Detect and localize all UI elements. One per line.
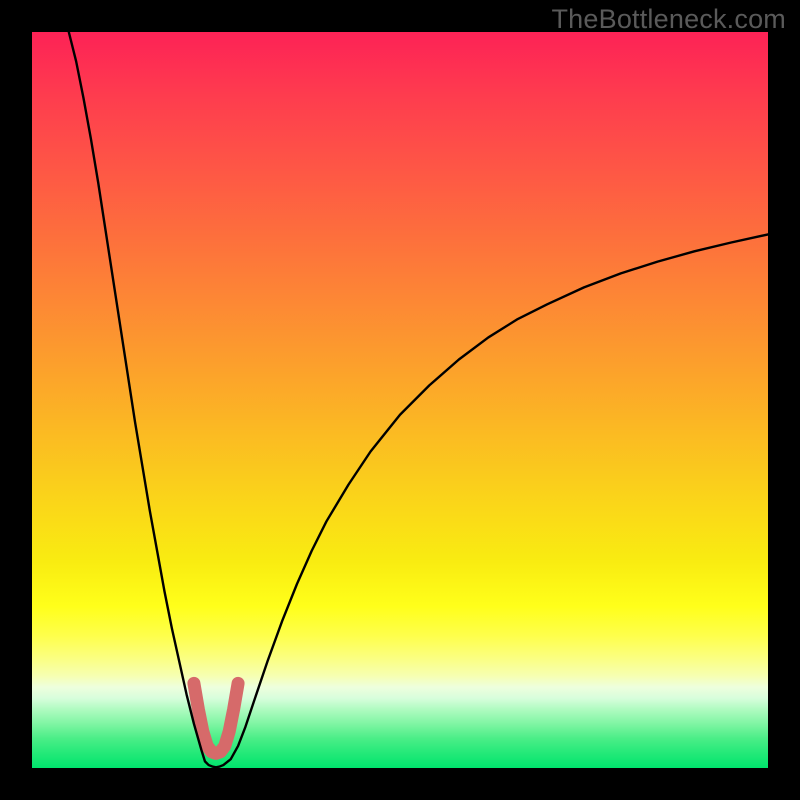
bottleneck-curve (69, 32, 768, 767)
watermark-text: TheBottleneck.com (551, 4, 786, 35)
chart-svg-layer (0, 0, 800, 800)
chart-root: TheBottleneck.com (0, 0, 800, 800)
